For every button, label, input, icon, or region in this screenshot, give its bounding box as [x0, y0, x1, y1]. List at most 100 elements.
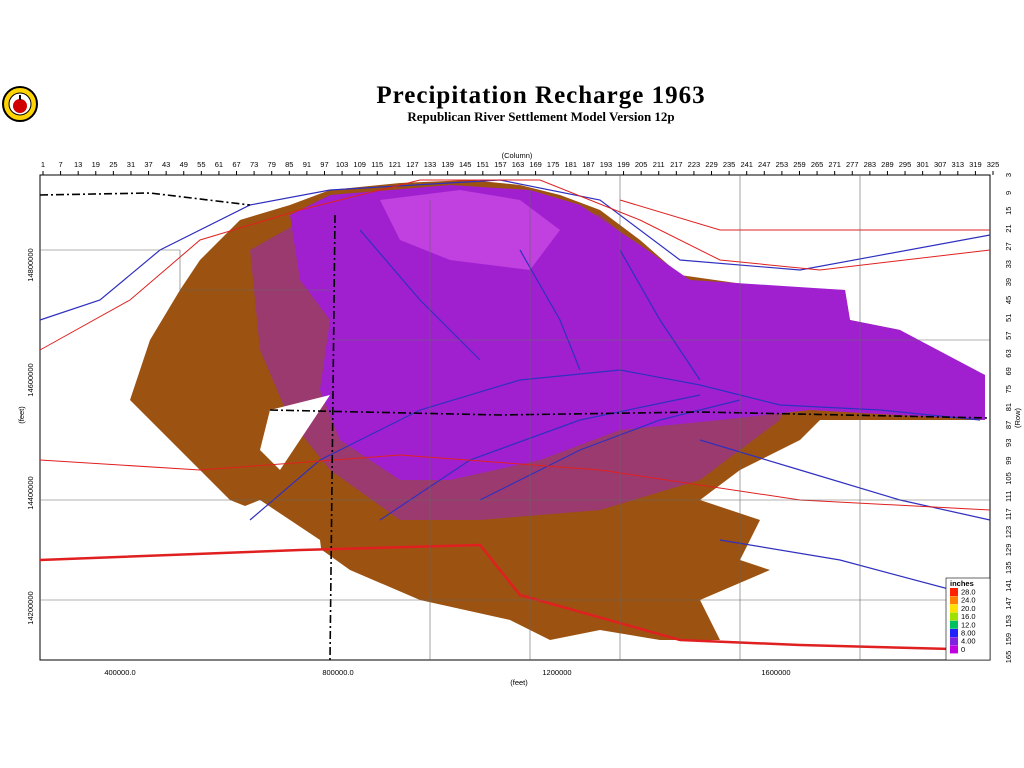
- column-tick-label: 61: [215, 160, 223, 169]
- legend-label: 20.0: [961, 604, 976, 613]
- row-tick-label: 129: [1004, 544, 1013, 557]
- row-tick-label: 63: [1004, 349, 1013, 357]
- row-tick-label: 159: [1004, 633, 1013, 646]
- legend-swatch: [950, 604, 958, 613]
- row-tick-label: 123: [1004, 526, 1013, 539]
- column-tick-label: 49: [180, 160, 188, 169]
- row-tick-label: 9: [1004, 191, 1013, 195]
- row-tick-label: 99: [1004, 456, 1013, 464]
- column-tick-label: 157: [494, 160, 507, 169]
- column-tick-label: 217: [670, 160, 683, 169]
- legend-swatch: [950, 620, 958, 629]
- y-feet-label: 14200000: [26, 591, 35, 624]
- row-tick-label: 165: [1004, 651, 1013, 664]
- column-axis-label: (Column): [502, 151, 533, 160]
- legend-swatch: [950, 596, 958, 605]
- title: Precipitation Recharge 1963: [376, 82, 705, 109]
- y-feet-label: 14600000: [26, 363, 35, 396]
- column-tick-label: 127: [406, 160, 419, 169]
- row-tick-label: 33: [1004, 260, 1013, 268]
- column-tick-label: 175: [547, 160, 560, 169]
- row-axis-label: (Row): [1013, 407, 1022, 428]
- row-tick-label: 141: [1004, 579, 1013, 592]
- column-tick-label: 229: [705, 160, 718, 169]
- column-tick-label: 151: [477, 160, 490, 169]
- x-feet-label: 1200000: [542, 668, 571, 677]
- column-tick-label: 163: [512, 160, 525, 169]
- column-tick-label: 271: [828, 160, 841, 169]
- column-tick-label: 199: [617, 160, 630, 169]
- row-tick-label: 39: [1004, 278, 1013, 286]
- column-tick-label: 133: [424, 160, 437, 169]
- row-tick-label: 81: [1004, 403, 1013, 411]
- column-tick-label: 145: [459, 160, 472, 169]
- column-tick-label: 13: [74, 160, 82, 169]
- column-tick-label: 43: [162, 160, 170, 169]
- row-tick-label: 21: [1004, 224, 1013, 232]
- y-feet-label: 14400000: [26, 476, 35, 509]
- column-tick-label: 73: [250, 160, 258, 169]
- row-tick-label: 15: [1004, 207, 1013, 215]
- column-tick-label: 181: [565, 160, 578, 169]
- legend-swatch: [950, 645, 958, 654]
- column-tick-label: 1: [41, 160, 45, 169]
- y-feet-label: 14800000: [26, 248, 35, 281]
- column-tick-label: 139: [441, 160, 454, 169]
- x-feet-label: 1600000: [761, 668, 790, 677]
- column-tick-label: 31: [127, 160, 135, 169]
- column-tick-label: 277: [846, 160, 859, 169]
- legend-swatch: [950, 637, 958, 646]
- legend-title: inches: [950, 579, 974, 588]
- legend-label: 16.0: [961, 612, 976, 621]
- column-tick-label: 109: [353, 160, 366, 169]
- legend-swatch: [950, 612, 958, 621]
- column-tick-label: 115: [371, 160, 383, 169]
- column-tick-label: 85: [285, 160, 293, 169]
- column-tick-label: 121: [389, 160, 402, 169]
- column-tick-label: 103: [336, 160, 349, 169]
- column-tick-label: 19: [92, 160, 100, 169]
- legend-label: 0: [961, 645, 965, 654]
- column-tick-label: 307: [934, 160, 947, 169]
- legend-label: 4.00: [961, 637, 976, 646]
- x-feet-label: 400000.0: [104, 668, 135, 677]
- row-tick-label: 111: [1004, 491, 1013, 502]
- column-tick-label: 91: [303, 160, 311, 169]
- legend-label: 24.0: [961, 596, 976, 605]
- column-tick-label: 187: [582, 160, 595, 169]
- column-tick-label: 241: [740, 160, 753, 169]
- column-tick-label: 265: [811, 160, 824, 169]
- column-tick-label: 301: [916, 160, 929, 169]
- column-tick-label: 319: [969, 160, 982, 169]
- column-tick-label: 259: [793, 160, 806, 169]
- row-tick-label: 45: [1004, 296, 1013, 304]
- column-tick-label: 253: [776, 160, 789, 169]
- legend-label: 8.00: [961, 629, 976, 638]
- legend-label: 28.0: [961, 588, 976, 597]
- column-tick-label: 169: [529, 160, 542, 169]
- column-tick-label: 7: [59, 160, 63, 169]
- column-tick-label: 67: [232, 160, 240, 169]
- column-tick-label: 283: [864, 160, 877, 169]
- column-tick-label: 289: [881, 160, 894, 169]
- subtitle: Republican River Settlement Model Versio…: [407, 109, 674, 124]
- logo: [2, 86, 38, 122]
- row-tick-label: 117: [1004, 508, 1013, 520]
- column-tick-label: 295: [899, 160, 912, 169]
- y-axis-label: (feet): [17, 406, 26, 424]
- row-tick-label: 75: [1004, 385, 1013, 393]
- column-tick-label: 55: [197, 160, 205, 169]
- column-tick-label: 205: [635, 160, 648, 169]
- column-tick-label: 193: [600, 160, 613, 169]
- row-tick-label: 87: [1004, 421, 1013, 429]
- column-tick-label: 247: [758, 160, 771, 169]
- x-feet-label: 800000.0: [322, 668, 353, 677]
- column-tick-label: 97: [320, 160, 328, 169]
- column-tick-label: 325: [987, 160, 1000, 169]
- row-tick-label: 69: [1004, 367, 1013, 375]
- row-tick-label: 3: [1004, 173, 1013, 177]
- map: [39, 174, 991, 661]
- row-tick-label: 153: [1004, 615, 1013, 628]
